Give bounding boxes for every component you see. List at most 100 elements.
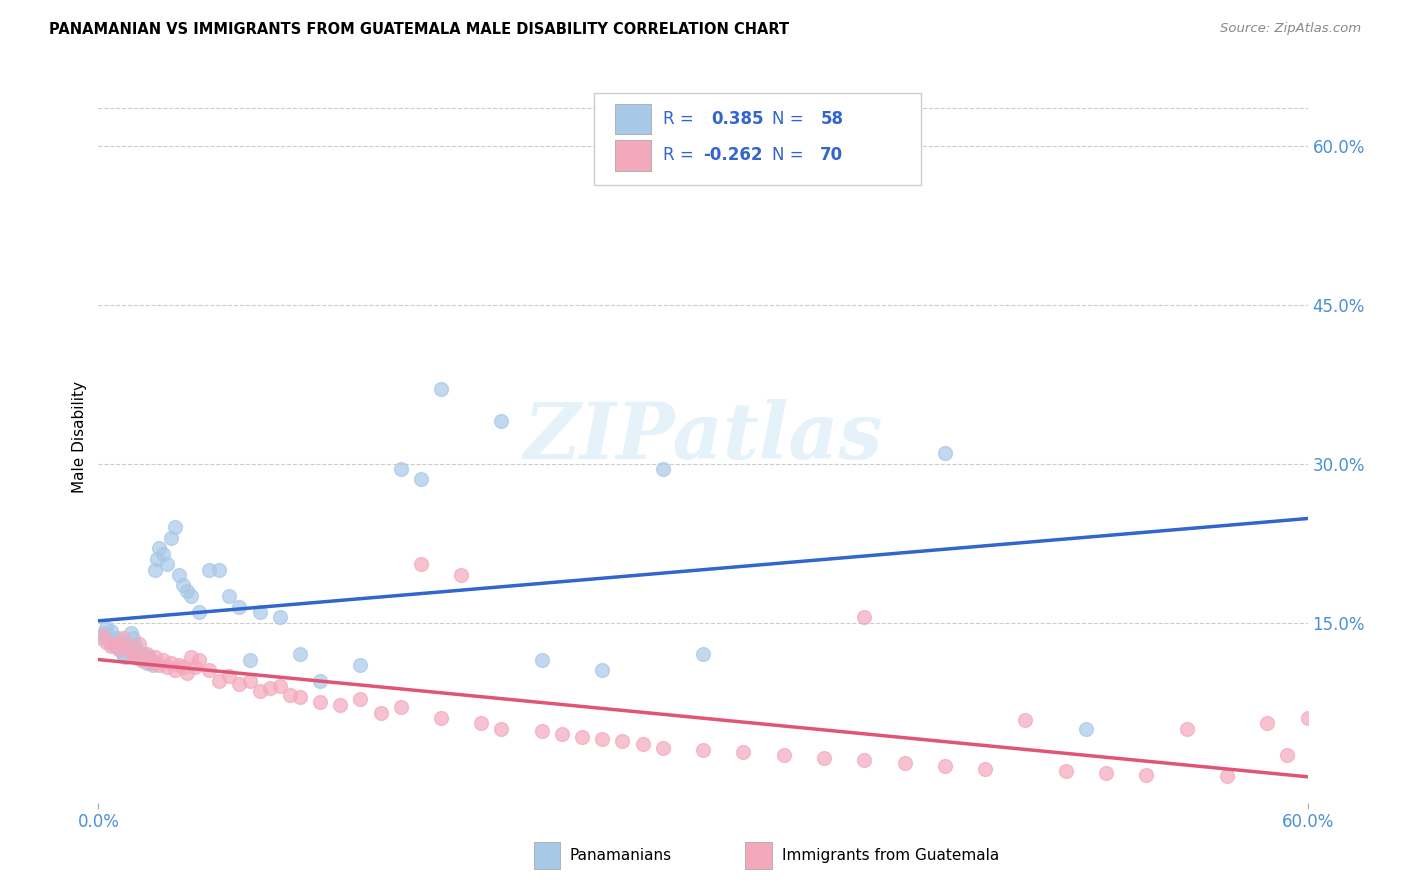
- Point: [188, 653, 211, 667]
- Point: [134, 653, 156, 667]
- Point: [120, 626, 142, 640]
- Point: [139, 656, 162, 670]
- Text: Panamanians: Panamanians: [569, 848, 672, 863]
- FancyBboxPatch shape: [595, 94, 921, 185]
- Point: [146, 552, 169, 566]
- Point: [612, 734, 634, 748]
- Point: [631, 738, 654, 752]
- Point: [107, 642, 129, 657]
- Point: [228, 599, 250, 614]
- Point: [218, 668, 240, 682]
- Point: [329, 698, 352, 713]
- Point: [853, 610, 876, 624]
- Point: [110, 634, 132, 648]
- Text: PANAMANIAN VS IMMIGRANTS FROM GUATEMALA MALE DISABILITY CORRELATION CHART: PANAMANIAN VS IMMIGRANTS FROM GUATEMALA …: [49, 22, 789, 37]
- Point: [188, 605, 211, 619]
- Text: -0.262: -0.262: [703, 146, 762, 164]
- Point: [853, 753, 876, 767]
- Point: [107, 642, 129, 657]
- Point: [96, 621, 118, 635]
- Point: [180, 589, 202, 603]
- Point: [1175, 722, 1198, 736]
- Point: [1054, 764, 1077, 778]
- Point: [152, 547, 174, 561]
- Text: 58: 58: [820, 110, 844, 128]
- Point: [934, 446, 956, 460]
- Text: R =: R =: [664, 110, 699, 128]
- Point: [409, 558, 432, 572]
- Point: [156, 558, 179, 572]
- Point: [208, 563, 231, 577]
- Text: ZIPatlas: ZIPatlas: [523, 399, 883, 475]
- Point: [114, 649, 136, 664]
- Point: [103, 639, 125, 653]
- Point: [97, 628, 120, 642]
- FancyBboxPatch shape: [614, 103, 651, 135]
- Point: [491, 414, 513, 428]
- Point: [389, 462, 412, 476]
- Text: 0.385: 0.385: [711, 110, 763, 128]
- Point: [288, 690, 311, 704]
- Point: [96, 634, 118, 648]
- Point: [132, 653, 155, 667]
- Point: [772, 748, 794, 763]
- Text: Immigrants from Guatemala: Immigrants from Guatemala: [782, 848, 998, 863]
- Point: [143, 649, 166, 664]
- Point: [111, 648, 134, 662]
- Point: [163, 663, 186, 677]
- Point: [128, 637, 150, 651]
- Point: [128, 649, 150, 664]
- Point: [249, 605, 271, 619]
- Point: [167, 567, 190, 582]
- Text: N =: N =: [772, 146, 808, 164]
- Point: [180, 649, 202, 664]
- Point: [239, 673, 262, 688]
- Point: [121, 632, 143, 646]
- Point: [813, 751, 835, 765]
- Point: [152, 653, 174, 667]
- Point: [470, 716, 492, 731]
- Point: [692, 648, 714, 662]
- Point: [176, 666, 198, 681]
- Point: [124, 649, 146, 664]
- Point: [430, 711, 453, 725]
- Point: [105, 632, 128, 646]
- Point: [309, 695, 332, 709]
- Point: [93, 626, 115, 640]
- Point: [409, 473, 432, 487]
- Point: [91, 628, 114, 642]
- Point: [430, 383, 453, 397]
- Point: [893, 756, 915, 770]
- Point: [591, 732, 613, 747]
- Point: [530, 653, 553, 667]
- Point: [651, 740, 673, 755]
- Text: 70: 70: [820, 146, 844, 164]
- Point: [692, 743, 714, 757]
- Point: [101, 637, 124, 651]
- Point: [974, 762, 997, 776]
- Point: [208, 673, 231, 688]
- Point: [120, 645, 142, 659]
- Point: [176, 583, 198, 598]
- Point: [228, 677, 250, 691]
- Point: [1135, 768, 1157, 782]
- Point: [551, 727, 574, 741]
- Point: [934, 758, 956, 772]
- Point: [142, 658, 165, 673]
- Point: [239, 653, 262, 667]
- Point: [124, 639, 146, 653]
- Point: [259, 681, 281, 696]
- Point: [288, 648, 311, 662]
- Point: [129, 653, 152, 667]
- Point: [125, 645, 148, 659]
- Point: [1095, 766, 1118, 780]
- Point: [491, 722, 513, 736]
- Point: [184, 660, 207, 674]
- Point: [370, 706, 392, 720]
- Text: Source: ZipAtlas.com: Source: ZipAtlas.com: [1220, 22, 1361, 36]
- Point: [530, 723, 553, 738]
- Point: [135, 648, 157, 662]
- Point: [349, 692, 371, 706]
- Text: R =: R =: [664, 146, 699, 164]
- Point: [269, 610, 291, 624]
